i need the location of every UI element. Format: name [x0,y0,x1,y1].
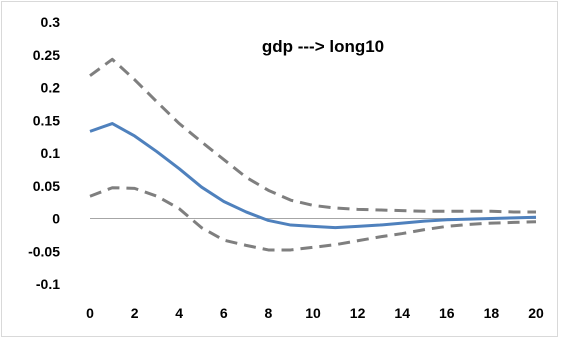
y-tick-label: 0 [52,211,60,227]
upper-band-line [89,57,536,214]
x-axis-tick-labels: 0 2 4 6 8 10 12 14 16 18 20 [86,305,544,321]
x-tick-label: 14 [394,305,410,321]
response-line [89,122,537,230]
y-tick-label: -0.1 [36,276,60,292]
y-tick-label: -0.05 [28,243,60,259]
x-tick-label: 8 [265,305,273,321]
y-tick-label: 0.2 [41,80,61,96]
x-tick-label: 18 [484,305,500,321]
y-tick-label: 0.1 [41,145,61,161]
x-tick-label: 6 [220,305,228,321]
lower-band-line [89,186,537,252]
x-tick-label: 16 [439,305,455,321]
y-tick-label: 0.15 [33,112,60,128]
x-tick-label: 2 [131,305,139,321]
x-tick-label: 20 [528,305,544,321]
y-axis-tick-labels: 0.3 0.25 0.2 0.15 0.1 0.05 0 -0.05 -0.1 [28,14,60,292]
x-tick-label: 4 [175,305,183,321]
x-tick-label: 12 [350,305,366,321]
chart-title: gdp ---> long10 [262,37,384,56]
y-tick-label: 0.05 [33,178,60,194]
x-tick-label: 10 [305,305,321,321]
series-group [89,57,537,252]
y-tick-label: 0.25 [33,47,60,63]
x-tick-label: 0 [86,305,94,321]
y-tick-label: 0.3 [41,14,61,30]
